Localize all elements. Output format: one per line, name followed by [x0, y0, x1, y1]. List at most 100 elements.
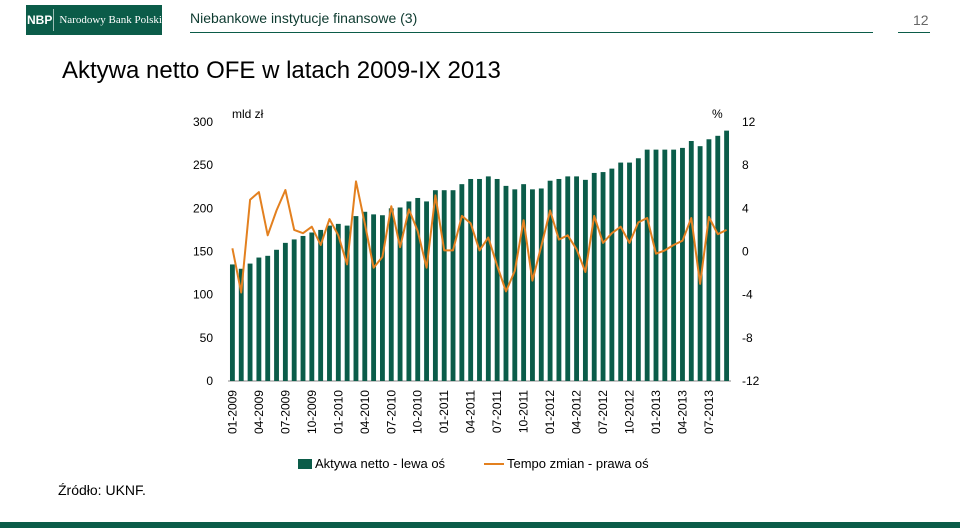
bar — [600, 172, 606, 381]
bar — [380, 215, 385, 381]
bar — [724, 130, 730, 381]
bar — [256, 257, 262, 381]
x-tick-label: 04-2012 — [570, 390, 584, 434]
bar — [556, 178, 562, 381]
x-tick-label: 01-2011 — [437, 390, 451, 433]
bar — [327, 225, 332, 381]
right-tick-label: 4 — [742, 201, 749, 215]
x-tick-label: 10-2009 — [305, 390, 319, 434]
bar — [291, 239, 297, 381]
line-series — [231, 180, 728, 294]
bar — [344, 225, 350, 381]
bar — [521, 184, 527, 381]
bar — [238, 268, 244, 381]
bar — [424, 201, 429, 381]
left-tick-label: 0 — [206, 374, 213, 388]
legend-label-line: Tempo zmian - prawa oś — [507, 456, 649, 471]
bar — [609, 168, 615, 381]
bar — [335, 223, 341, 381]
bar — [441, 190, 447, 381]
nbp-logo: NBP Narodowy Bank Polski — [26, 5, 162, 35]
page-number: 12 — [913, 12, 929, 28]
bar — [547, 180, 553, 381]
left-tick-label: 300 — [193, 115, 213, 129]
left-axis-unit: mld zł — [232, 107, 264, 121]
bar — [582, 179, 588, 381]
bar — [644, 149, 650, 381]
bar — [309, 232, 315, 381]
bar — [706, 139, 712, 381]
bar — [247, 263, 253, 381]
x-tick-label: 07-2013 — [702, 390, 716, 434]
bar — [415, 197, 421, 381]
x-tick-label: 04-2010 — [358, 390, 372, 434]
x-tick-label: 01-2010 — [331, 390, 345, 434]
x-tick-label: 04-2009 — [252, 390, 266, 434]
right-tick-label: 8 — [742, 158, 749, 172]
right-tick-label: 0 — [742, 245, 749, 259]
header-divider — [190, 32, 873, 33]
x-tick-label: 01-2009 — [225, 390, 239, 434]
x-tick-label: 07-2012 — [596, 390, 610, 434]
right-tick-label: -12 — [742, 374, 760, 388]
left-tick-label: 250 — [193, 158, 213, 172]
left-tick-label: 200 — [193, 201, 213, 215]
x-tick-label: 07-2009 — [278, 390, 292, 434]
bar — [565, 176, 571, 381]
bar — [697, 146, 703, 381]
bar — [680, 147, 685, 381]
right-tick-label: -8 — [742, 331, 753, 345]
right-tick-label: -4 — [742, 288, 753, 302]
x-tick-label: 04-2013 — [675, 390, 689, 434]
bar — [353, 216, 359, 381]
bar — [688, 140, 694, 381]
bar — [300, 235, 306, 381]
bar — [371, 214, 377, 381]
right-tick-label: 12 — [742, 115, 756, 129]
bar — [265, 255, 271, 381]
bar — [397, 207, 403, 381]
bar — [282, 242, 288, 381]
bar — [477, 178, 482, 381]
bar — [635, 158, 641, 381]
x-tick-label: 10-2010 — [411, 390, 425, 434]
left-tick-label: 50 — [200, 331, 214, 345]
bar — [715, 135, 721, 381]
bar — [653, 149, 659, 381]
bar — [229, 264, 235, 381]
left-tick-label: 150 — [193, 245, 213, 259]
x-tick-label: 10-2011 — [517, 390, 531, 433]
section-title: Niebankowe instytucje finansowe (3) — [190, 10, 418, 26]
bar — [406, 201, 412, 381]
bar — [432, 190, 438, 381]
bar — [362, 211, 368, 381]
bar — [468, 178, 474, 381]
chart-title: Aktywa netto OFE w latach 2009-IX 2013 — [62, 57, 501, 84]
legend-label-bars: Aktywa netto - lewa oś — [315, 456, 446, 471]
nbp-logo-name: Narodowy Bank Polski — [59, 14, 162, 26]
bar — [459, 184, 465, 381]
legend-swatch-bars — [298, 459, 312, 469]
x-tick-label: 07-2011 — [490, 390, 504, 433]
bar — [512, 189, 518, 381]
bar — [494, 178, 500, 381]
x-tick-label: 01-2013 — [649, 390, 663, 434]
x-tick-label: 07-2010 — [384, 390, 398, 434]
right-axis-unit: % — [712, 107, 723, 121]
left-tick-label: 100 — [193, 288, 213, 302]
bar — [591, 172, 597, 381]
bar — [618, 162, 624, 381]
source-note: Źródło: UKNF. — [58, 482, 146, 498]
bar — [318, 229, 324, 381]
x-tick-label: 04-2011 — [464, 390, 478, 433]
bar — [274, 249, 279, 381]
bar — [530, 189, 535, 381]
bar — [671, 149, 677, 381]
page-number-divider — [898, 32, 930, 33]
bar — [450, 190, 456, 381]
bar — [538, 188, 544, 381]
x-tick-label: 10-2012 — [623, 390, 637, 434]
bar — [662, 149, 668, 381]
bar — [627, 162, 632, 381]
